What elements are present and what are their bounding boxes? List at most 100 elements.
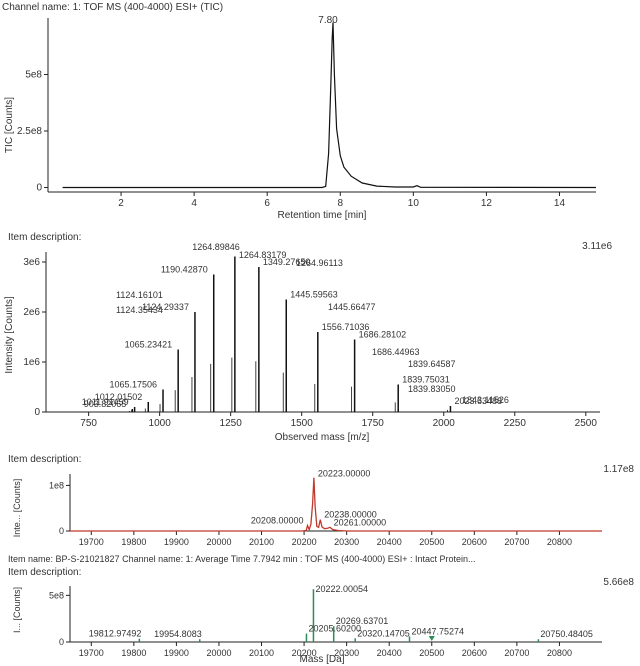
y-tick-label: 0 <box>36 182 42 193</box>
x-tick-label: 20000 <box>206 537 231 547</box>
mz-annotation: 1124.35434 <box>116 305 163 315</box>
mz-x-label: Observed mass [m/z] <box>275 432 370 443</box>
x-tick-label: 20400 <box>377 537 402 547</box>
stick-peak-label: 20222.00054 <box>315 584 368 594</box>
x-tick-label: 20100 <box>249 648 274 658</box>
deconv-trace: 20223.00000 20238.00000 20208.00000 20261.0… <box>70 469 602 532</box>
x-tick-label: 19700 <box>79 537 104 547</box>
x-tick-label: 20500 <box>419 648 444 658</box>
mz-peak-label: 1012.01502 <box>95 392 143 402</box>
mz-y-label: Intensity [Counts] <box>4 296 15 373</box>
x-tick-label: 20500 <box>419 537 444 547</box>
tic-peak-label: 7.80 <box>318 15 338 26</box>
mz-peak-label: 2023.63488 <box>454 396 502 406</box>
x-tick-label: 20700 <box>504 648 529 658</box>
tic-axes: 2 4 6 8 10 12 14 0 2.5e8 5e8 <box>17 18 596 209</box>
stick-marker-triangle <box>428 636 435 641</box>
stick-peak-label: 19954.8083 <box>154 629 202 639</box>
deconv-header: Item description: <box>8 454 81 465</box>
x-tick-label: 6 <box>264 198 270 209</box>
x-tick-label: 1500 <box>291 418 314 429</box>
mz-annotation: 1839.83050 <box>408 384 456 394</box>
x-tick-label: 2500 <box>575 418 598 429</box>
x-tick-label: 1000 <box>149 418 172 429</box>
stick-item-name: Item name: BP-S-21021827 Channel name: 1… <box>8 554 476 564</box>
mz-peak-label: 1190.42870 <box>161 265 208 275</box>
stick-peak-label: 20205.60200 <box>308 624 361 634</box>
mz-peak-label: 1445.59563 <box>290 290 338 300</box>
mz-peak-label: 903.82065 <box>84 399 127 409</box>
tic-trace-line <box>62 22 597 189</box>
stick-peak-label: 20447.75274 <box>412 626 465 636</box>
mz-annotation: 1264.96113 <box>296 258 343 268</box>
y-tick-label: 0 <box>34 407 40 418</box>
tic-trace <box>62 22 597 189</box>
tic-panel: Channel name: 1: TOF MS (400-4000) ESI+ … <box>2 2 597 221</box>
mz-annotation: 1686.44963 <box>372 347 420 357</box>
stick-max-label: 5.66e8 <box>603 577 634 588</box>
deconv-peak-label: 20238.00000 <box>324 510 377 520</box>
x-tick-label: 2250 <box>504 418 527 429</box>
mz-peak-label: 1264.83179 <box>239 250 287 260</box>
deconv-peak-label: 20261.00000 <box>334 517 387 527</box>
x-tick-label: 19900 <box>164 537 189 547</box>
mz-header: Item description: <box>8 232 81 243</box>
stick-axes: 19700 19800 19900 20000 20100 20200 20300 20400… <box>49 586 602 658</box>
deconv-peak-label: 20208.00000 <box>251 516 304 526</box>
stick-peak-label: 20320.14705 <box>357 628 410 638</box>
mz-peak-label: 1839.75031 <box>402 375 450 385</box>
mz-peak-label: 1686.28102 <box>359 330 407 340</box>
x-tick-label: 20700 <box>504 537 529 547</box>
x-tick-label: 20800 <box>547 537 572 547</box>
x-tick-label: 19800 <box>121 537 146 547</box>
x-tick-label: 20800 <box>547 648 572 658</box>
x-tick-label: 20200 <box>292 537 317 547</box>
mz-peak-label: 1065.23421 <box>125 340 173 350</box>
mz-peak-label: 1065.17506 <box>109 380 157 390</box>
mz-peak-label: 1124.29337 <box>142 302 189 312</box>
deconv-y-label: Inte... [Counts] <box>12 479 22 538</box>
x-tick-label: 12 <box>481 198 493 209</box>
x-tick-label: 20600 <box>462 648 487 658</box>
stick-peak-label: 19812.97492 <box>89 629 142 639</box>
x-tick-label: 19700 <box>79 648 104 658</box>
y-tick-label: 0 <box>59 526 64 536</box>
y-tick-label: 3e6 <box>23 257 40 268</box>
mz-panel: Item description: 3.11e6 750 1000 1250 1500… <box>4 232 612 443</box>
mz-annotation: 1843.11526 <box>462 395 509 405</box>
mz-peak-label: 1349.27650 <box>263 257 311 267</box>
x-tick-label: 2000 <box>433 418 456 429</box>
x-tick-label: 20000 <box>206 648 231 658</box>
x-tick-label: 14 <box>554 198 566 209</box>
y-tick-label: 2e6 <box>23 307 40 318</box>
deconv-axes: 19700 19800 19900 20000 20100 20200 20300 20400… <box>49 474 602 547</box>
x-tick-label: 19900 <box>164 648 189 658</box>
deconv-max-label: 1.17e8 <box>603 464 634 475</box>
x-tick-label: 4 <box>191 198 197 209</box>
y-tick-label: 2.5e8 <box>17 126 42 137</box>
x-tick-label: 1750 <box>362 418 385 429</box>
stick-x-label: Mass [Da] <box>299 654 344 665</box>
x-tick-label: 8 <box>337 198 343 209</box>
tic-y-label: TIC [Counts] <box>4 97 15 153</box>
stick-peaks: 19812.97492 19954.8083 20205.60200 20222.00… <box>89 584 593 642</box>
stick-peak-label: 20269.63701 <box>336 616 389 626</box>
mz-annotation: 1264.89846 <box>192 242 240 252</box>
mz-max-label: 3.11e6 <box>582 241 612 252</box>
y-tick-label: 0 <box>59 637 64 647</box>
stick-header: Item description: <box>8 567 81 578</box>
tic-x-label: Retention time [min] <box>278 210 367 221</box>
x-tick-label: 750 <box>80 418 97 429</box>
y-tick-label: 1e6 <box>23 357 40 368</box>
y-tick-label: 1e8 <box>49 480 64 490</box>
mz-peak-label: 1011.91459 <box>82 397 129 407</box>
x-tick-label: 10 <box>408 198 420 209</box>
mz-annotation: 1445.66477 <box>328 302 376 312</box>
mz-annotation: 1839.64587 <box>408 359 456 369</box>
x-tick-label: 20400 <box>377 648 402 658</box>
x-tick-label: 2 <box>118 198 124 209</box>
deconv-trace-line <box>70 477 602 532</box>
y-tick-label: 5e8 <box>49 590 64 600</box>
